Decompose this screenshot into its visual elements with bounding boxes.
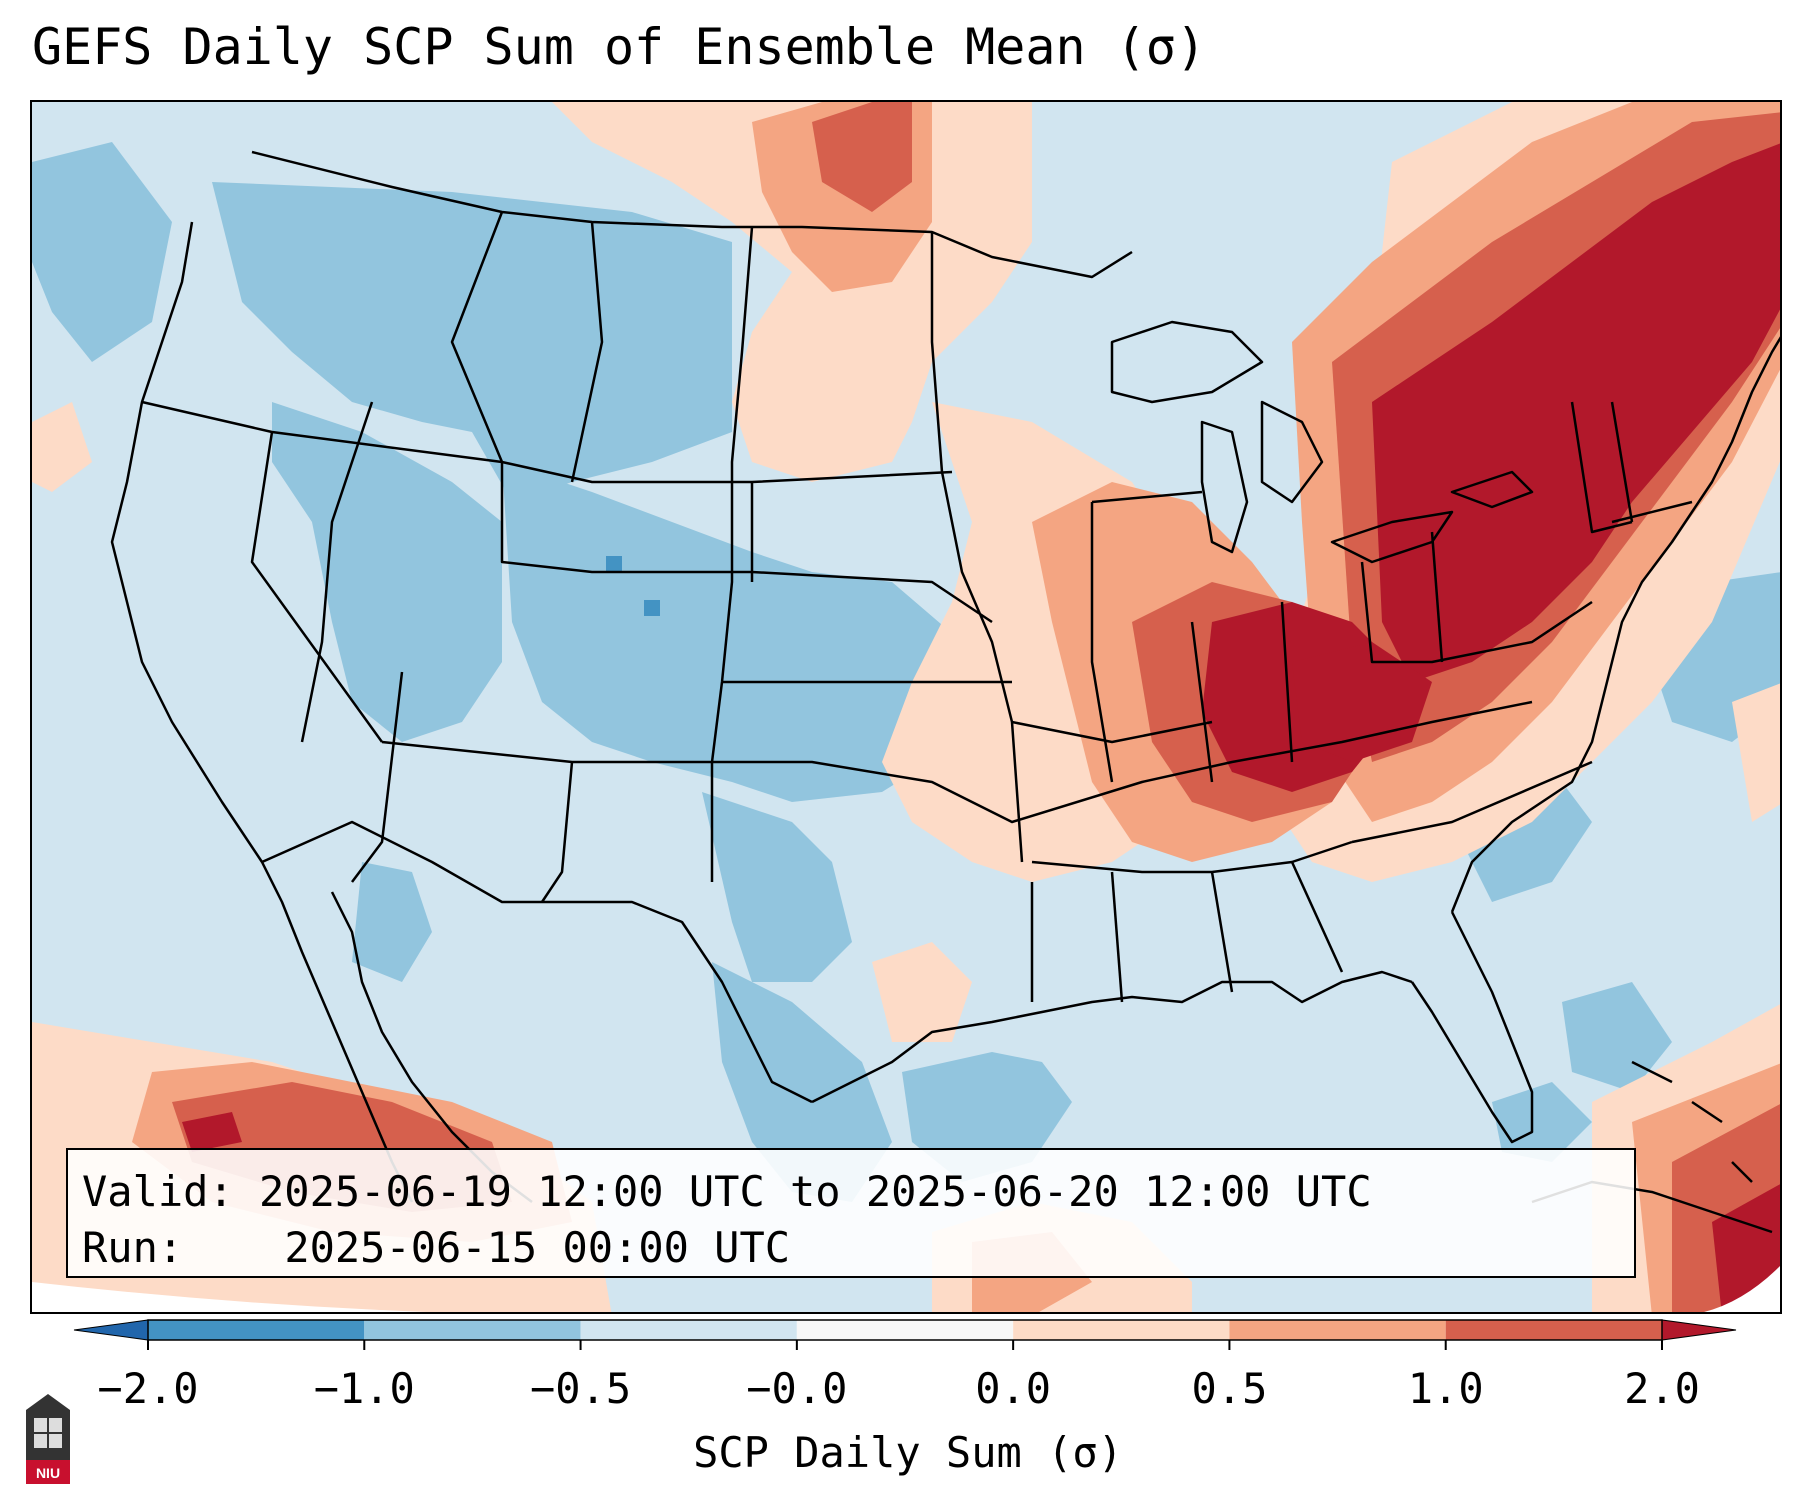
colorbar-tick-label: 0.0 [975, 1364, 1052, 1413]
colorbar-segment [148, 1320, 365, 1340]
colorbar [73, 1319, 1737, 1350]
map-panel [30, 100, 1782, 1314]
logo-text: NIU [36, 1465, 60, 1481]
colorbar-tick-label: 0.5 [1191, 1364, 1268, 1413]
logo-base [26, 1460, 70, 1484]
colorbar-segment [796, 1320, 1014, 1340]
valid-label: Valid: [82, 1167, 234, 1216]
colorbar-segment [580, 1320, 797, 1340]
run-value: 2025-06-15 00:00 UTC [284, 1223, 791, 1272]
projection-edge [1703, 1265, 1780, 1312]
colorbar-segment [1013, 1320, 1230, 1340]
info-box: Valid: 2025-06-19 12:00 UTC to 2025-06-2… [66, 1148, 1636, 1278]
strong-negative-cell [606, 556, 622, 572]
anomaly-map [32, 102, 1780, 1312]
strong-negative-cell [644, 600, 660, 616]
colorbar-tick-label: 2.0 [1624, 1364, 1700, 1413]
colorbar-segment [1445, 1320, 1662, 1340]
colorbar-outline [147, 1319, 1663, 1341]
colorbar-segment [1229, 1320, 1446, 1340]
colorbar-extend-high [1661, 1319, 1737, 1341]
colorbar-tick-label: −1.0 [313, 1364, 415, 1413]
colorbar-segment [364, 1320, 581, 1340]
colorbar-tick-label: −0.5 [529, 1364, 632, 1413]
projection-edge [32, 1282, 427, 1312]
colorbar-extend-low [73, 1319, 149, 1341]
colorbar-label: SCP Daily Sum (σ) [693, 1428, 1123, 1477]
valid-value: 2025-06-19 12:00 UTC to 2025-06-20 12:00… [259, 1167, 1372, 1216]
run-label: Run: [82, 1223, 184, 1272]
colorbar-tick-label: 1.0 [1407, 1364, 1484, 1413]
niu-logo: NIU [26, 1394, 70, 1484]
chart-title: GEFS Daily SCP Sum of Ensemble Mean (σ) [32, 18, 1206, 76]
boundaries [110, 150, 1780, 1203]
colorbar-tick-label: −0.0 [746, 1364, 848, 1413]
positive-anomaly-shading-extreme [182, 143, 1780, 1312]
colorbar-tick-label: −2.0 [97, 1364, 199, 1413]
